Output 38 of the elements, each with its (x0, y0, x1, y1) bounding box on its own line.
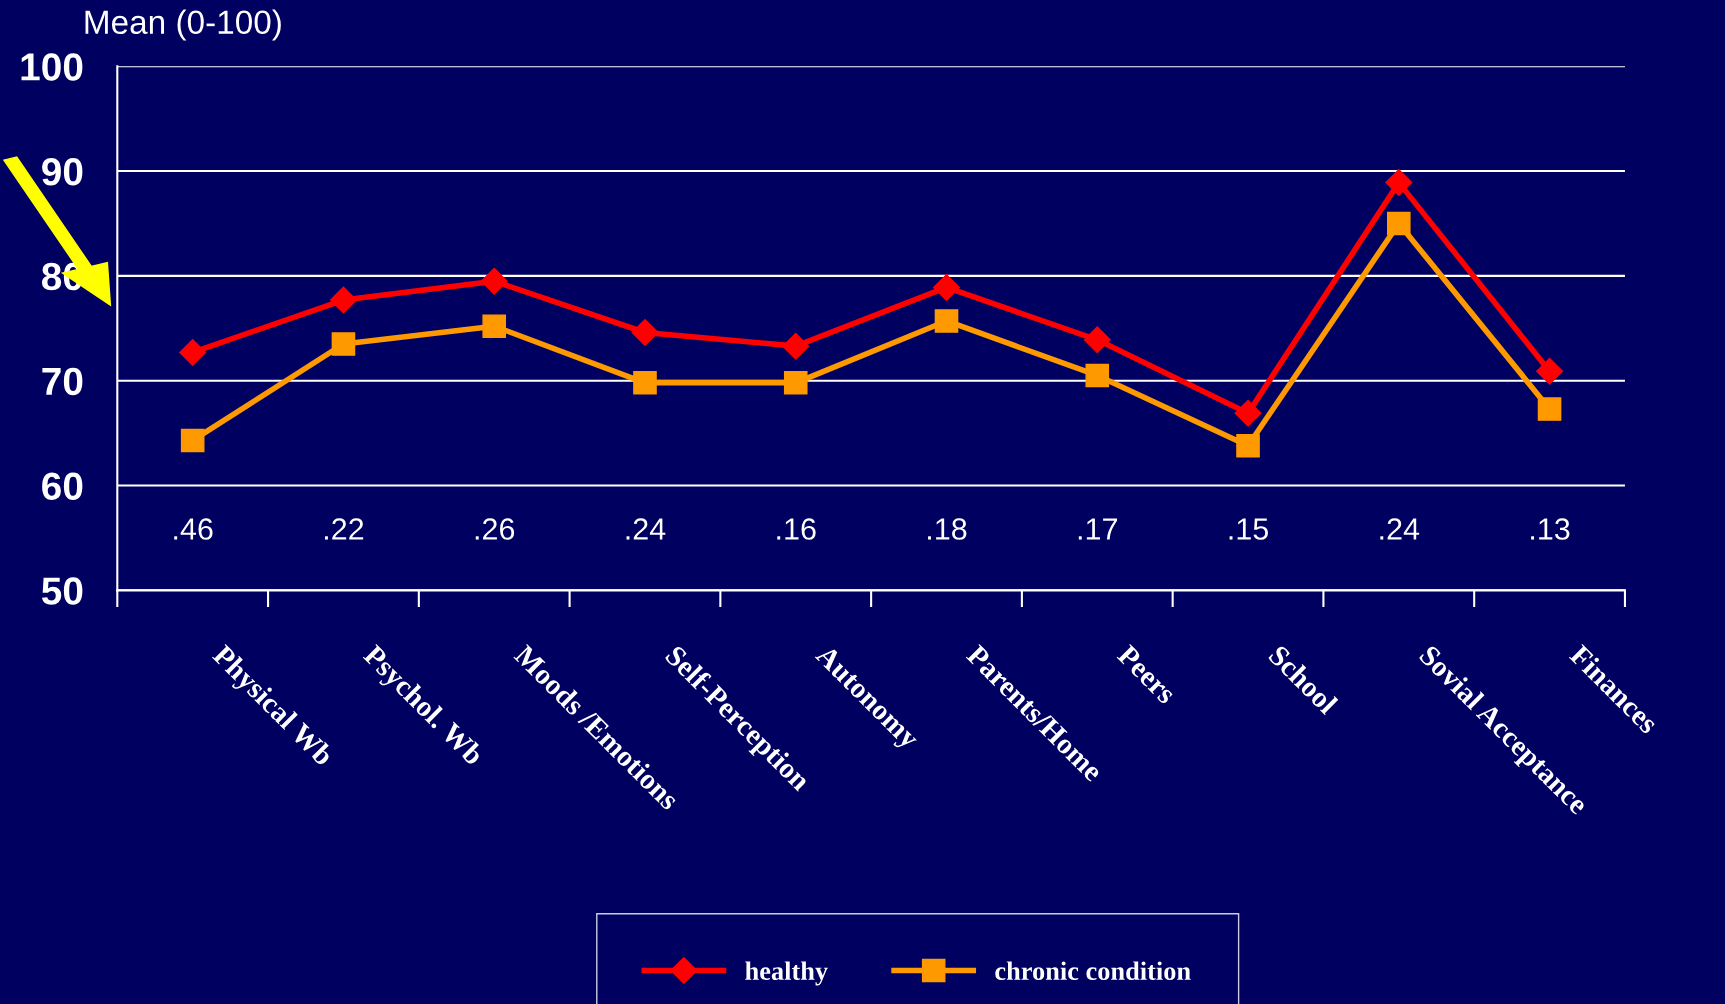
annotation: .24 (626, 518, 666, 540)
point (480, 267, 508, 295)
y-tick-label: 60 (42, 472, 83, 501)
annotation: .46 (174, 518, 213, 540)
annotation: .16 (777, 518, 816, 540)
point (933, 273, 960, 301)
annotation: .13 (1531, 518, 1570, 540)
point (783, 371, 808, 395)
annotation: .24 (1380, 518, 1420, 540)
point (482, 314, 507, 339)
annotation: .18 (928, 518, 967, 540)
point (180, 428, 205, 453)
annotation: .15 (1229, 518, 1268, 540)
point (1236, 433, 1260, 458)
point (1386, 211, 1411, 236)
point (179, 338, 207, 366)
y-tick-label: 90 (42, 158, 83, 186)
annotation: .22 (325, 518, 364, 540)
annotation: .26 (475, 518, 515, 540)
point (1083, 326, 1111, 354)
point (633, 371, 657, 395)
annotation: .17 (1078, 518, 1117, 540)
legend-label: healthy (745, 961, 828, 986)
legend-label: chronic condition (995, 961, 1191, 981)
point (934, 309, 959, 333)
point (331, 332, 356, 356)
point (1085, 363, 1110, 388)
y-tick-label: 70 (42, 367, 83, 396)
point (631, 319, 659, 346)
point (1234, 399, 1262, 427)
point (1537, 397, 1562, 421)
point (329, 286, 357, 314)
point (1385, 169, 1413, 197)
y-axis-title: Mean (0-100) (85, 9, 281, 41)
point (1536, 357, 1564, 385)
y-tick-label: 50 (41, 577, 83, 605)
y-tick-label: 100 (21, 53, 83, 81)
point (782, 332, 810, 360)
